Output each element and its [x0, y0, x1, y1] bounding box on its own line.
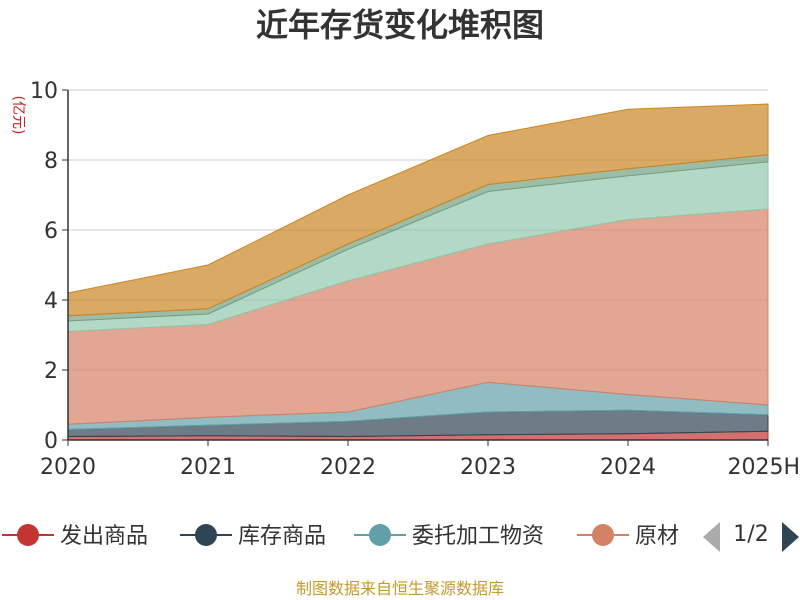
legend-items: 发出商品 库存商品 委托加工物资 原材 — [2, 524, 679, 549]
legend-item-4[interactable]: 原材 — [577, 524, 679, 549]
plot-area — [67, 103, 769, 441]
legend-prev-icon[interactable] — [703, 522, 720, 552]
y-tick-label-0: 0 — [44, 429, 58, 454]
y-tick-label-5: 10 — [30, 79, 58, 104]
legend: 发出商品 库存商品 委托加工物资 原材 — [2, 524, 679, 549]
legend-item-1[interactable]: 发出商品 — [2, 524, 148, 549]
legend-item-3[interactable]: 委托加工物资 — [354, 524, 544, 549]
legend-marker-3 — [369, 524, 391, 546]
legend-label-4: 原材 — [635, 524, 679, 549]
x-tick-label-2: 2022 — [320, 455, 376, 480]
legend-page-indicator: 1/2 — [733, 522, 768, 547]
legend-marker-1 — [17, 524, 39, 546]
legend-marker-4 — [592, 524, 614, 546]
chart-title: 近年存货变化堆积图 — [256, 6, 544, 44]
x-tick-label-1: 2021 — [180, 455, 236, 480]
legend-label-2: 库存商品 — [238, 524, 326, 549]
y-tick-label-1: 2 — [44, 359, 58, 384]
x-tick-label-5: 2025H — [727, 455, 800, 480]
y-axis-label: (亿元) — [10, 96, 26, 135]
axes: 0 2 4 6 8 10 2020 2021 2022 2023 2024 2025H — [30, 79, 800, 480]
x-tick-label-4: 2024 — [600, 455, 656, 480]
area-series-7 — [67, 103, 769, 317]
y-tick-label-2: 4 — [44, 289, 58, 314]
source-note: 制图数据来自恒生聚源数据库 — [296, 579, 504, 598]
legend-label-3: 委托加工物资 — [412, 524, 544, 549]
y-tick-label-4: 8 — [44, 149, 58, 174]
x-tick-label-3: 2023 — [460, 455, 516, 480]
legend-next-icon[interactable] — [782, 522, 799, 552]
legend-label-1: 发出商品 — [60, 524, 148, 549]
x-tick-label-0: 2020 — [40, 455, 96, 480]
y-tick-label-3: 6 — [44, 219, 58, 244]
legend-item-2[interactable]: 库存商品 — [180, 524, 326, 549]
legend-marker-2 — [195, 524, 217, 546]
